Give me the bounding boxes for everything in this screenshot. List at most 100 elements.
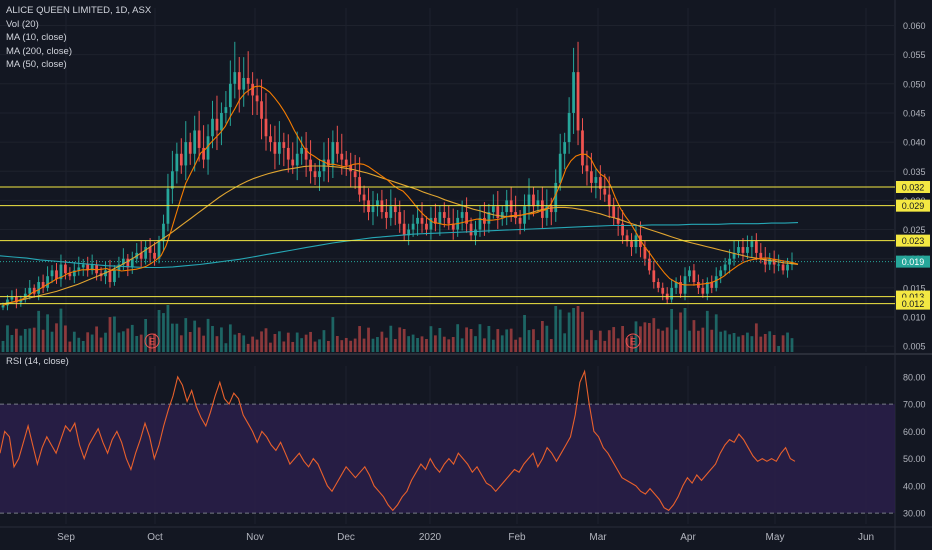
candle-body [358, 177, 361, 195]
volume-bar [754, 323, 758, 352]
volume-bar [545, 325, 549, 352]
candle [754, 233, 758, 261]
volume-bar [237, 333, 241, 352]
volume-bar [358, 326, 361, 352]
rsi-legend[interactable]: RSI (14, close) [6, 356, 69, 367]
candle [563, 132, 567, 170]
candle-body [478, 217, 482, 230]
candle-body [237, 72, 241, 90]
candle-body [710, 282, 714, 288]
candle-body [425, 223, 428, 230]
candle-body [621, 223, 624, 236]
candle [153, 241, 156, 266]
candle-body [108, 270, 112, 283]
candle-body [318, 171, 321, 178]
volume-bar [99, 337, 103, 352]
candle-body [554, 182, 558, 213]
candle-body [460, 212, 464, 218]
volume-bar [656, 328, 660, 352]
candle-body [242, 77, 246, 90]
candle-body [193, 130, 197, 154]
volume-bar [175, 323, 179, 352]
candle [72, 261, 76, 284]
volume-bar [416, 338, 419, 352]
symbol-title[interactable]: ALICE QUEEN LIMITED, 1D, ASX [6, 5, 152, 16]
candle [621, 210, 624, 244]
candle-body [260, 101, 263, 119]
candle-body [353, 171, 357, 178]
candle [300, 136, 304, 165]
candle-body [255, 95, 259, 102]
candle-body [72, 270, 76, 277]
candle-body [269, 136, 272, 143]
candle-body [590, 171, 593, 183]
candle [144, 240, 148, 265]
candle-body [567, 112, 571, 143]
candle-body [411, 223, 415, 230]
candle-body [322, 159, 326, 172]
volume-bar [277, 331, 281, 352]
candle-body [59, 264, 63, 280]
candle [741, 238, 745, 262]
volume-bar [407, 336, 411, 352]
candle-body [309, 159, 312, 172]
candle [273, 125, 277, 170]
candle-body [594, 177, 598, 183]
candle-body [277, 142, 281, 154]
volume-bar [728, 334, 731, 352]
volume-bar [23, 329, 27, 352]
candle-body [549, 206, 553, 213]
candle-body [639, 235, 642, 248]
candle-body [661, 287, 665, 294]
legend-ma200[interactable]: MA (200, close) [6, 45, 72, 57]
candle [616, 206, 620, 236]
candle-body [349, 165, 353, 172]
candle-body [737, 247, 740, 253]
candle-body [153, 252, 156, 259]
candle-body [420, 217, 424, 224]
level-price-tag [896, 234, 930, 247]
volume-bar [576, 306, 580, 352]
candle [545, 189, 549, 226]
earnings-marker-label: E [630, 337, 636, 347]
legend-ma10[interactable]: MA (10, close) [6, 32, 67, 44]
legend-volume[interactable]: Vol (20) [6, 18, 39, 30]
candle-body [86, 264, 90, 271]
candle-body [157, 241, 161, 259]
candle-body [228, 83, 232, 108]
candle-body [10, 296, 14, 300]
candle-body [179, 153, 183, 166]
volume-bar [188, 332, 192, 352]
candle-body [282, 142, 286, 148]
volume-bar [246, 343, 250, 352]
candle [425, 216, 428, 236]
candle [625, 229, 629, 247]
volume-bar [211, 325, 214, 352]
volume-bar [763, 334, 767, 352]
volume-bar [331, 317, 335, 352]
volume-bar [536, 340, 540, 352]
candle-body [754, 241, 758, 253]
candle [750, 235, 754, 258]
candle-body [585, 165, 589, 172]
candle-body [32, 287, 36, 294]
candle-body [148, 247, 152, 253]
candle-body [171, 171, 174, 189]
legend-ma50[interactable]: MA (50, close) [6, 59, 67, 71]
candle [139, 240, 143, 267]
candle [309, 140, 312, 184]
candle [389, 189, 393, 226]
candle-body [371, 206, 375, 213]
volume-bar [746, 332, 749, 352]
volume-bar [772, 335, 776, 352]
candle-body [68, 273, 72, 277]
candle-body [572, 72, 575, 113]
candle [224, 91, 228, 124]
candle [674, 277, 678, 294]
volume-bar [86, 332, 90, 352]
candle-body [496, 206, 500, 218]
ma50-line [0, 165, 799, 305]
candle [148, 238, 152, 263]
volume-bar [184, 318, 188, 352]
